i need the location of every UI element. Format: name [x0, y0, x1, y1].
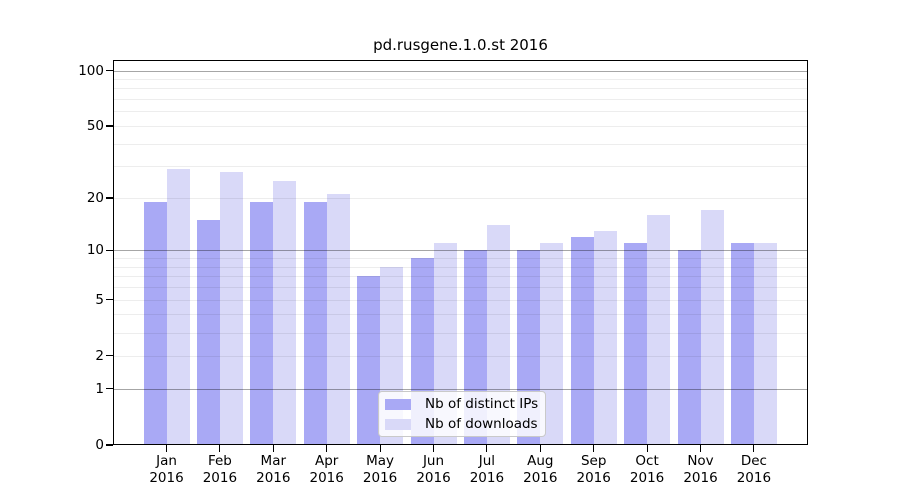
legend-item-downloads: Nb of downloads — [385, 416, 545, 433]
minor-gridline-70 — [113, 99, 808, 101]
x-tick-sep — [593, 445, 595, 452]
x-tick-label-aug: Aug 2016 — [523, 453, 558, 486]
legend-swatch-distinct-ips — [385, 398, 411, 410]
x-tick-oct — [646, 445, 648, 452]
bar-downloads-aug — [540, 243, 564, 445]
minor-gridline-20 — [113, 197, 808, 199]
bar-downloads-mar — [273, 180, 297, 445]
bar-downloads-sep — [593, 230, 617, 445]
y-tick-label-100: 100 — [78, 62, 104, 79]
minor-gridline-40 — [113, 143, 808, 145]
y-tick-10 — [106, 249, 113, 252]
y-tick-label-1: 1 — [95, 380, 104, 397]
y-tick-0 — [106, 444, 113, 446]
bar-distinct-ips-sep — [570, 236, 594, 445]
bar-downloads-jan — [166, 169, 190, 445]
x-tick-label-oct: Oct 2016 — [629, 453, 665, 486]
legend-swatch-downloads — [385, 418, 411, 430]
minor-gridline-30 — [113, 166, 808, 168]
y-tick-50 — [106, 125, 113, 127]
x-tick-apr — [326, 445, 328, 452]
x-tick-feb — [219, 445, 221, 452]
y-tick-label-20: 20 — [86, 189, 104, 206]
bar-distinct-ips-apr — [303, 201, 327, 445]
x-tick-label-apr: Apr 2016 — [309, 453, 344, 486]
bar-downloads-dec — [753, 243, 777, 445]
y-tick-label-10: 10 — [86, 242, 104, 259]
bar-distinct-ips-mar — [250, 201, 274, 445]
x-tick-jul — [486, 445, 488, 452]
minor-gridline-60 — [113, 111, 808, 113]
x-tick-jan — [165, 445, 168, 452]
minor-gridline-50 — [113, 125, 808, 127]
x-tick-jun — [432, 445, 435, 452]
x-tick-label-feb: Feb 2016 — [202, 453, 238, 486]
x-tick-label-jan: Jan 2016 — [149, 453, 184, 486]
x-tick-label-dec: Dec 2016 — [736, 453, 772, 486]
x-tick-label-may: May 2016 — [362, 453, 398, 486]
y-tick-2 — [106, 355, 113, 357]
bar-distinct-ips-jan — [143, 201, 167, 445]
y-tick-20 — [106, 197, 113, 199]
bar-downloads-apr — [326, 194, 350, 445]
x-tick-aug — [539, 445, 541, 452]
minor-gridline-80 — [113, 88, 808, 90]
x-tick-may — [379, 445, 381, 452]
bar-downloads-feb — [219, 171, 243, 445]
y-tick-label-2: 2 — [95, 347, 104, 364]
major-gridline-100 — [113, 70, 808, 72]
legend: Nb of distinct IPs Nb of downloads — [378, 391, 546, 437]
bar-distinct-ips-feb — [196, 220, 220, 445]
bar-downloads-oct — [647, 215, 671, 445]
y-tick-100 — [106, 69, 113, 72]
x-tick-label-mar: Mar 2016 — [256, 453, 291, 486]
x-tick-label-jun: Jun 2016 — [416, 453, 451, 486]
x-tick-label-jul: Jul 2016 — [469, 453, 505, 486]
legend-item-distinct-ips: Nb of distinct IPs — [385, 396, 545, 413]
bar-downloads-nov — [700, 210, 724, 445]
y-tick-5 — [106, 299, 113, 301]
bar-distinct-ips-dec — [730, 243, 754, 445]
bar-distinct-ips-nov — [677, 250, 701, 445]
y-tick-1 — [106, 388, 113, 390]
bar-distinct-ips-may — [357, 276, 381, 445]
x-tick-nov — [699, 445, 702, 452]
minor-gridline-90 — [113, 78, 808, 80]
x-tick-mar — [272, 445, 274, 452]
bar-distinct-ips-oct — [624, 243, 648, 445]
x-tick-dec — [753, 445, 755, 452]
x-tick-label-nov: Nov 2016 — [683, 453, 718, 486]
y-tick-label-50: 50 — [86, 117, 104, 134]
chart-title: pd.rusgene.1.0.st 2016 — [373, 36, 548, 54]
y-tick-label-0: 0 — [95, 437, 104, 453]
y-tick-label-5: 5 — [95, 291, 104, 308]
bar-downloads-jul — [486, 225, 510, 445]
legend-label-distinct-ips: Nb of distinct IPs — [425, 396, 539, 412]
x-tick-label-sep: Sep 2016 — [576, 453, 611, 486]
legend-label-downloads: Nb of downloads — [425, 416, 538, 432]
